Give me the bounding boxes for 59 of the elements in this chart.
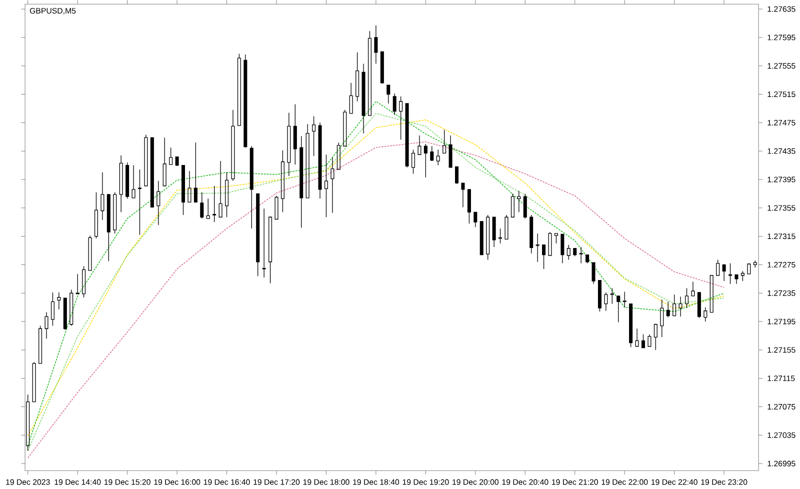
candlestick [293, 104, 297, 165]
candlestick [88, 235, 92, 271]
candlestick [349, 82, 353, 114]
candlestick [648, 334, 652, 347]
candlestick [418, 135, 422, 155]
candlestick [604, 292, 608, 312]
candlestick [194, 142, 198, 202]
candlestick [424, 144, 428, 178]
candlestick [672, 294, 676, 316]
candlestick [592, 262, 596, 284]
candlestick [57, 292, 61, 310]
candlestick [274, 195, 278, 220]
candlestick [691, 281, 695, 296]
candlestick [200, 192, 204, 219]
candlestick [523, 193, 527, 219]
candlestick [461, 182, 465, 208]
candlestick [504, 214, 508, 240]
candlestick [392, 93, 396, 116]
candlestick [44, 312, 48, 339]
candlestick [560, 234, 564, 264]
candlestick [262, 208, 266, 278]
candlestick [306, 124, 310, 198]
candlestick [542, 244, 546, 270]
candlestick [218, 160, 222, 218]
candlestick [455, 166, 459, 184]
candlestick [156, 180, 160, 226]
candlestick [188, 170, 192, 202]
candlestick [734, 274, 738, 284]
candlestick [474, 212, 478, 228]
candlestick [231, 109, 235, 182]
candlestick [536, 233, 540, 262]
candlestick [330, 157, 334, 214]
candlestick [386, 84, 390, 104]
candlestick [430, 146, 434, 162]
candlestick [492, 216, 496, 248]
candlestick [287, 112, 291, 176]
candlestick [162, 137, 166, 186]
candlestick [635, 328, 639, 347]
candlestick [324, 154, 328, 218]
candlestick [548, 232, 552, 256]
candlestick [710, 274, 714, 313]
candlestick [100, 172, 104, 220]
candlestick [144, 134, 148, 186]
candlestick [666, 301, 670, 318]
candlestick [206, 198, 210, 219]
candlestick [467, 189, 471, 224]
candlestick [32, 362, 36, 402]
candlestick [169, 147, 173, 165]
candlestick [678, 296, 682, 317]
candlestick [132, 164, 136, 198]
candlestick [442, 129, 446, 154]
candlestick [374, 24, 378, 64]
candlestick [722, 264, 726, 282]
candlestick [616, 296, 620, 322]
candlestick [138, 169, 142, 236]
candlestick [641, 334, 646, 348]
candlestick [448, 135, 452, 168]
candlestick [280, 150, 284, 212]
candlestick [175, 156, 179, 166]
